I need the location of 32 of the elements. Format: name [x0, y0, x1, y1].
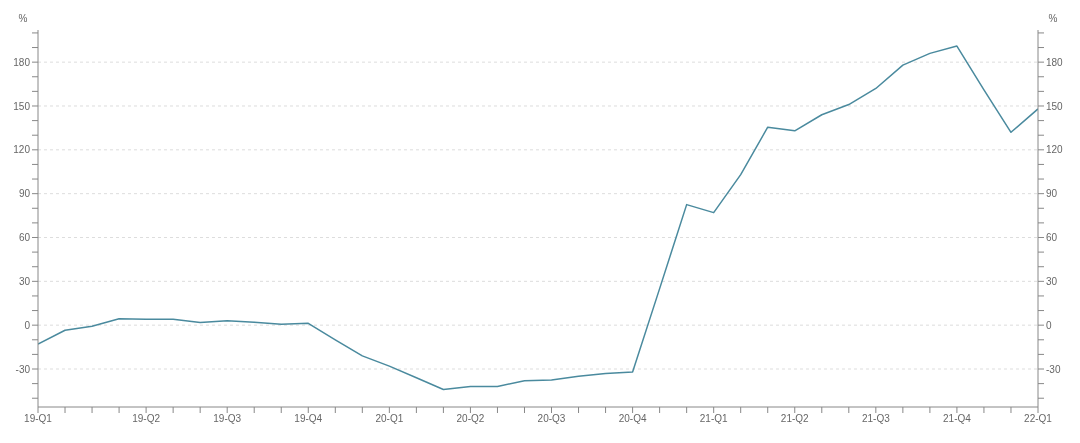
x-tick-label: 21-Q4: [943, 413, 972, 425]
y2-tick-label: 180: [1046, 56, 1064, 68]
x-tick-label: 21-Q2: [780, 413, 810, 425]
y-tick-label: 120: [13, 144, 31, 156]
x-tick-label: 21-Q1: [699, 413, 729, 425]
y-axis-title: %: [18, 13, 28, 24]
x-tick-label: 22-Q1: [1024, 413, 1053, 425]
y2-tick-label: -30: [1046, 363, 1061, 375]
x-tick-label: 19-Q2: [132, 413, 161, 425]
x-tick-label: 20-Q1: [375, 413, 404, 425]
y-tick-label: 30: [18, 275, 31, 287]
y-tick-label: -30: [15, 363, 31, 375]
y2-tick-label: 30: [1046, 275, 1058, 287]
y-tick-label: 90: [18, 188, 31, 200]
x-tick-label: 20-Q3: [537, 413, 566, 425]
x-tick-label: 20-Q2: [456, 413, 485, 425]
x-tick-label: 20-Q4: [618, 413, 647, 425]
y-tick-label: 150: [13, 100, 31, 112]
y-tick-label: 60: [18, 232, 31, 244]
y-tick-label: 180: [13, 56, 31, 68]
y2-tick-label: 0: [1046, 319, 1052, 331]
x-tick-label: 19-Q1: [24, 413, 53, 425]
y2-tick-label: 60: [1046, 232, 1058, 244]
x-tick-label: 21-Q3: [861, 413, 891, 425]
x-tick-label: 19-Q3: [213, 413, 242, 425]
y-tick-label: 0: [24, 319, 31, 331]
line-series: [38, 45, 1038, 391]
y2-axis-title: %: [1048, 13, 1058, 24]
x-tick-label: 19-Q4: [294, 413, 323, 425]
y2-tick-label: 150: [1046, 100, 1064, 112]
y2-tick-label: 120: [1046, 144, 1064, 156]
y2-tick-label: 90: [1046, 188, 1058, 200]
